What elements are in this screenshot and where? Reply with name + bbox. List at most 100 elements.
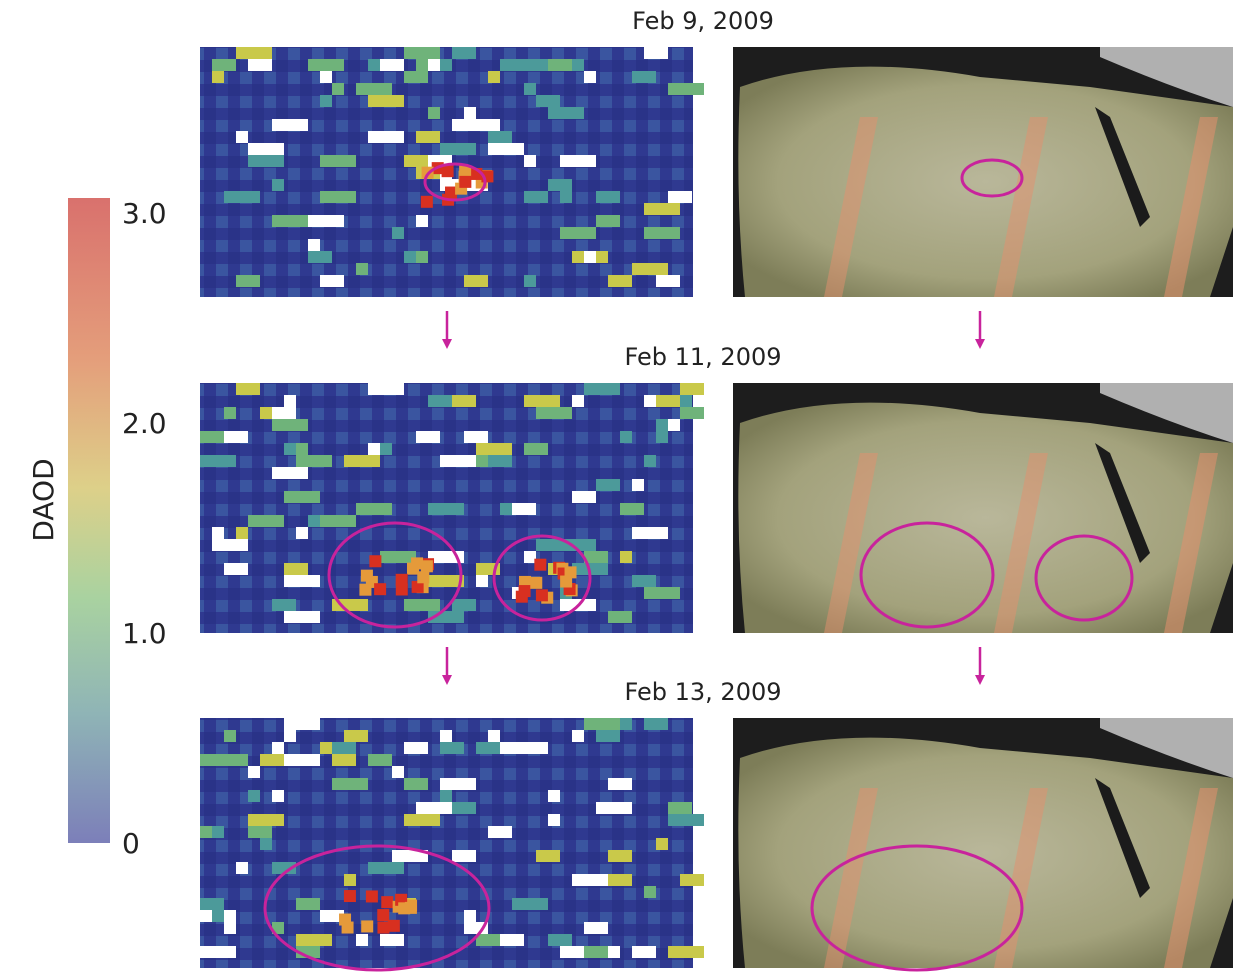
map-cell: [644, 47, 668, 59]
map-cell: [632, 946, 656, 958]
map-cell: [500, 934, 524, 946]
map-cell: [656, 275, 680, 287]
map-cell: [488, 455, 512, 467]
map-cell: [548, 814, 560, 826]
map-cell: [320, 742, 332, 754]
map-cell: [272, 407, 296, 419]
map-cell: [248, 766, 260, 778]
map-cell: [224, 431, 248, 443]
map-cell: [620, 431, 632, 443]
colorbar-label: DAOD: [27, 458, 60, 541]
map-cell: [440, 742, 464, 754]
map-cell: [524, 443, 548, 455]
map-cell: [548, 934, 572, 946]
arrow-head: [442, 675, 452, 685]
map-cell: [620, 718, 632, 730]
panel-date: Feb 13, 2009: [625, 678, 782, 706]
map-cell: [680, 383, 704, 395]
map-cell: [548, 179, 572, 191]
map-cell: [536, 95, 560, 107]
map-cell: [236, 383, 260, 395]
map-cell: [428, 395, 452, 407]
map-cell: [284, 491, 320, 503]
map-cell: [248, 814, 284, 826]
map-cell: [584, 922, 608, 934]
map-cell: [459, 176, 471, 188]
map-cell: [398, 902, 410, 914]
map-cell: [536, 407, 572, 419]
map-cell: [284, 119, 308, 131]
map-cell: [320, 191, 356, 203]
map-cell: [596, 730, 620, 742]
map-cell: [369, 555, 381, 567]
map-cell: [488, 143, 524, 155]
map-cell: [440, 143, 476, 155]
map-cell: [632, 575, 656, 587]
map-cell: [332, 742, 356, 754]
map-cell: [342, 922, 354, 934]
map-cell: [516, 591, 528, 603]
map-cell: [272, 215, 308, 227]
map-cell: [356, 503, 392, 515]
colorbar-tick-label: 0: [122, 827, 140, 860]
map-cell: [272, 790, 284, 802]
map-cell: [377, 909, 389, 921]
map-cell: [308, 515, 320, 527]
map-cell: [212, 59, 236, 71]
map-cell: [368, 754, 392, 766]
map-cell: [560, 946, 584, 958]
map-cell: [284, 718, 320, 730]
map-cell: [572, 395, 584, 407]
map-cell: [416, 251, 428, 263]
map-cell: [212, 539, 248, 551]
map-cell: [200, 431, 224, 443]
map-cell: [608, 874, 632, 886]
map-cell: [296, 527, 308, 539]
map-cell: [308, 239, 320, 251]
landmass: [738, 67, 1233, 297]
map-cell: [392, 227, 404, 239]
map-cell: [380, 443, 392, 455]
map-cell: [428, 107, 440, 119]
map-cell: [500, 503, 512, 515]
map-cell: [656, 431, 668, 443]
arrow-head: [442, 339, 452, 349]
map-cell: [356, 934, 368, 946]
map-cell: [632, 71, 656, 83]
map-cell: [524, 275, 536, 287]
map-cell: [236, 275, 260, 287]
map-cell: [534, 559, 546, 571]
map-cell: [632, 479, 644, 491]
map-cell: [284, 563, 308, 575]
panel: [200, 383, 1233, 685]
map-cell: [224, 730, 236, 742]
map-cell: [464, 275, 488, 287]
map-cell: [272, 599, 296, 611]
map-cell: [421, 560, 433, 572]
map-cell: [416, 431, 440, 443]
map-cell: [524, 551, 536, 563]
map-cell: [488, 131, 512, 143]
map-cell: [272, 742, 284, 754]
map-cell: [296, 898, 320, 910]
map-cell: [284, 575, 320, 587]
map-cell: [668, 83, 704, 95]
map-cell: [416, 131, 440, 143]
map-cell: [644, 455, 656, 467]
map-cell: [440, 790, 452, 802]
map-cell: [656, 395, 680, 407]
map-cell: [584, 718, 620, 730]
map-cell: [200, 455, 236, 467]
map-cell: [404, 71, 428, 83]
map-cell: [308, 215, 344, 227]
map-cell: [248, 155, 284, 167]
map-cell: [668, 419, 680, 431]
map-cell: [440, 730, 452, 742]
map-cell: [248, 515, 284, 527]
map-cell: [500, 59, 524, 71]
map-cell: [530, 577, 542, 589]
map-cell: [452, 395, 476, 407]
map-cell: [608, 778, 632, 790]
map-cell: [644, 203, 680, 215]
map-cell: [452, 119, 488, 131]
